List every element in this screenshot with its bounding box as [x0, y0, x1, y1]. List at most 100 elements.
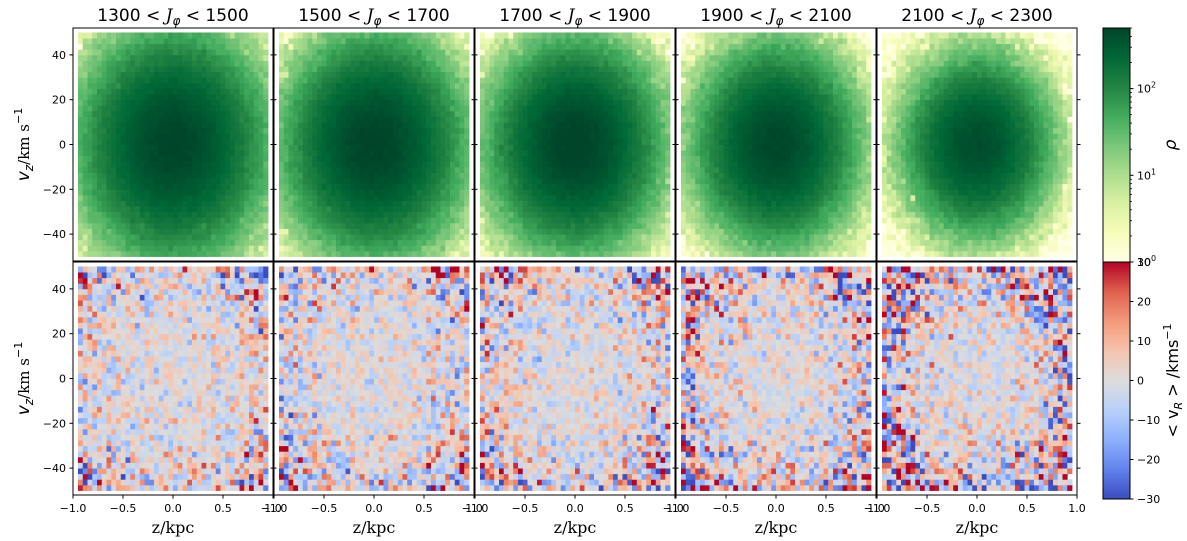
heatmap-cell	[120, 138, 126, 145]
heatmap-cell	[187, 43, 193, 50]
heatmap-cell	[249, 60, 255, 67]
heatmap-cell	[397, 127, 403, 134]
heatmap-cell	[139, 389, 145, 396]
heatmap-cell	[350, 71, 356, 78]
heatmap-cell	[206, 60, 212, 67]
heatmap-cell	[139, 60, 145, 67]
heatmap-cell	[225, 300, 231, 307]
heatmap-cell	[307, 116, 313, 123]
heatmap-cell	[416, 206, 422, 213]
heatmap-cell	[464, 116, 470, 123]
heatmap-cell	[298, 228, 304, 235]
heatmap-cell	[340, 222, 346, 229]
heatmap-cell	[168, 328, 174, 335]
heatmap-cell	[378, 49, 384, 56]
heatmap-cell	[168, 434, 174, 441]
heatmap-cell	[288, 305, 294, 312]
heatmap-cell	[412, 77, 418, 84]
heatmap-cell	[288, 294, 294, 301]
heatmap-cell	[244, 356, 250, 363]
heatmap-cell	[116, 183, 122, 190]
heatmap-cell	[331, 99, 337, 106]
heatmap-cell	[173, 239, 179, 246]
heatmap-cell	[92, 54, 98, 61]
heatmap-cell	[111, 150, 117, 157]
heatmap-cell	[283, 217, 289, 224]
heatmap-cell	[101, 322, 107, 329]
heatmap-cell	[154, 155, 160, 162]
heatmap-cell	[374, 155, 380, 162]
heatmap-cell	[298, 32, 304, 39]
heatmap-cell	[101, 316, 107, 323]
heatmap-cell	[215, 406, 221, 413]
heatmap-cell	[317, 222, 323, 229]
heatmap-cell	[312, 99, 318, 106]
heatmap-cell	[326, 161, 332, 168]
heatmap-cell	[302, 82, 308, 89]
heatmap-cell	[196, 400, 202, 407]
heatmap-cell	[106, 339, 112, 346]
heatmap-cell	[116, 361, 122, 368]
heatmap-cell	[234, 32, 240, 39]
heatmap-cell	[239, 234, 245, 241]
heatmap-cell	[158, 277, 164, 284]
heatmap-cell	[312, 172, 318, 179]
heatmap-cell	[196, 344, 202, 351]
heatmap-cell	[92, 189, 98, 196]
heatmap-cell	[139, 434, 145, 441]
heatmap-cell	[144, 350, 150, 357]
heatmap-cell	[168, 38, 174, 45]
heatmap-cell	[283, 178, 289, 185]
heatmap-cell	[78, 105, 84, 112]
heatmap-cell	[239, 245, 245, 252]
heatmap-cell	[293, 166, 299, 173]
heatmap-cell	[135, 344, 141, 351]
heatmap-cell	[369, 189, 375, 196]
heatmap-cell	[130, 328, 136, 335]
heatmap-cell	[130, 194, 136, 201]
heatmap-cell	[120, 361, 126, 368]
heatmap-cell	[173, 468, 179, 475]
heatmap-cell	[249, 389, 255, 396]
heatmap-cell	[464, 183, 470, 190]
heatmap-cell	[201, 473, 207, 480]
heatmap-cell	[206, 378, 212, 385]
heatmap-cell	[288, 395, 294, 402]
heatmap-cell	[407, 127, 413, 134]
heatmap-cell	[431, 183, 437, 190]
heatmap-cell	[130, 183, 136, 190]
heatmap-cell	[92, 60, 98, 67]
heatmap-cell	[225, 38, 231, 45]
heatmap-cell	[464, 166, 470, 173]
heatmap-cell	[340, 234, 346, 241]
heatmap-cell	[120, 144, 126, 151]
heatmap-cell	[192, 417, 198, 424]
heatmap-cell	[253, 71, 259, 78]
heatmap-cell	[230, 150, 236, 157]
heatmap-cell	[263, 133, 269, 140]
heatmap-cell	[326, 54, 332, 61]
heatmap-cell	[177, 372, 183, 379]
heatmap-cell	[168, 440, 174, 447]
heatmap-cell	[388, 99, 394, 106]
heatmap-cell	[201, 71, 207, 78]
heatmap-cell	[464, 88, 470, 95]
heatmap-cell	[87, 440, 93, 447]
heatmap-cell	[283, 300, 289, 307]
heatmap-cell	[78, 277, 84, 284]
heatmap-cell	[307, 234, 313, 241]
heatmap-cell	[182, 294, 188, 301]
heatmap-cell	[201, 150, 207, 157]
heatmap-cell	[187, 88, 193, 95]
heatmap-cell	[298, 60, 304, 67]
heatmap-cell	[230, 440, 236, 447]
heatmap-cell	[359, 77, 365, 84]
heatmap-cell	[293, 200, 299, 207]
heatmap-cell	[187, 283, 193, 290]
heatmap-cell	[263, 217, 269, 224]
heatmap-cell	[283, 211, 289, 218]
heatmap-cell	[135, 77, 141, 84]
heatmap-cell	[192, 484, 198, 491]
heatmap-cell	[440, 217, 446, 224]
heatmap-cell	[317, 138, 323, 145]
